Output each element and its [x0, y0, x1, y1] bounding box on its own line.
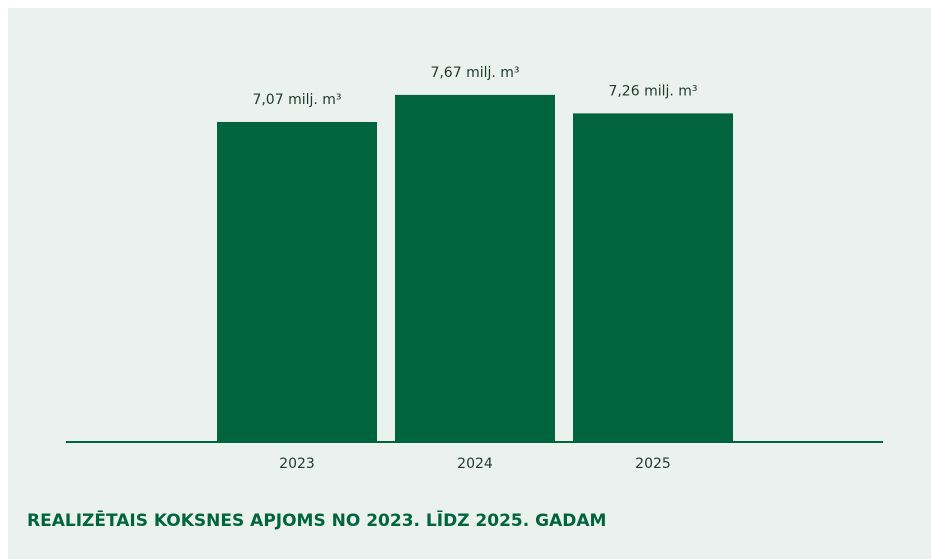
value-label: 7,07 milj. m³ — [252, 92, 341, 108]
value-label: 7,26 milj. m³ — [608, 83, 697, 99]
x-tick-label: 2024 — [457, 456, 493, 472]
bar — [573, 113, 733, 441]
x-tick-label: 2023 — [279, 456, 315, 472]
chart-title: REALIZĒTAIS KOKSNES APJOMS NO 2023. LĪDZ… — [27, 509, 606, 531]
bar — [217, 121, 377, 441]
bar — [395, 94, 555, 442]
value-label: 7,67 milj. m³ — [430, 65, 519, 81]
x-tick-label: 2025 — [635, 456, 671, 472]
